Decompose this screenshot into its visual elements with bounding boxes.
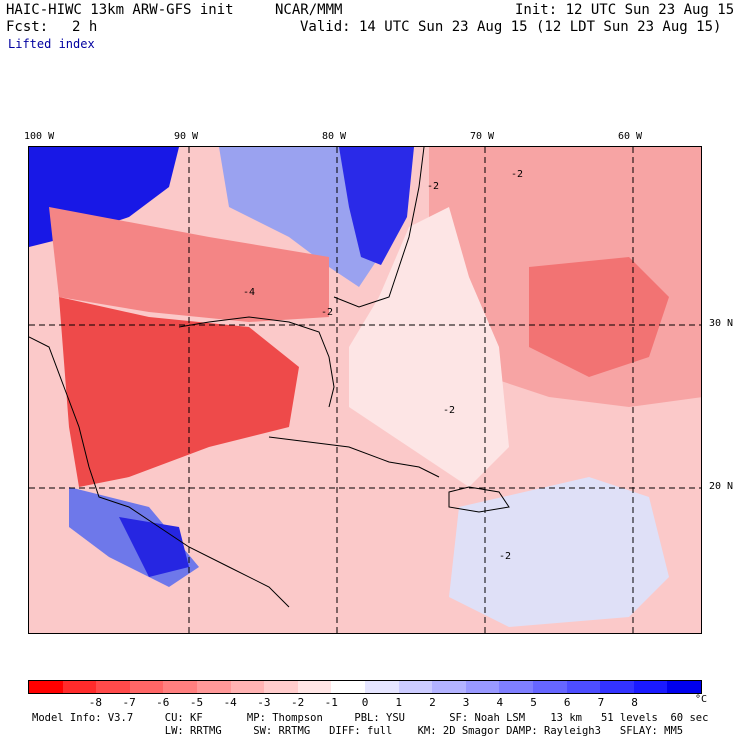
colorbar-swatch bbox=[667, 681, 701, 693]
southern-us-negative bbox=[49, 207, 329, 322]
contour-labels: -2 -4 -2 -2 -2 -2 bbox=[243, 169, 523, 562]
colorbar-swatch bbox=[331, 681, 365, 693]
colorbar-swatch bbox=[264, 681, 298, 693]
map-panel: -2 -4 -2 -2 -2 -2 bbox=[28, 146, 702, 634]
lat-label-30n: 30 N bbox=[709, 318, 734, 329]
colorbar-swatch bbox=[29, 681, 63, 693]
carolinas-positive-core bbox=[339, 147, 414, 265]
lon-label-100w: 100 W bbox=[24, 131, 55, 142]
colorbar-swatch bbox=[297, 681, 332, 693]
colorbar-swatch bbox=[96, 681, 130, 693]
colorbar-tick-label: -8 bbox=[88, 696, 103, 709]
colorbar-swatch bbox=[398, 681, 433, 693]
colorbar-swatch bbox=[163, 681, 197, 693]
colorbar-tick-label: 0 bbox=[361, 696, 369, 709]
colorbar-swatch bbox=[499, 681, 533, 693]
hispaniola-outline bbox=[448, 486, 510, 513]
graticule bbox=[29, 147, 701, 633]
lifted-index-map: -2 -4 -2 -2 -2 -2 bbox=[29, 147, 701, 633]
colorbar-swatch bbox=[465, 681, 500, 693]
colorbar bbox=[28, 680, 702, 694]
colorbar-tick-label: -2 bbox=[290, 696, 305, 709]
contour-label: -2 bbox=[321, 307, 333, 318]
colorbar-swatch bbox=[566, 681, 601, 693]
init-time: Init: 12 UTC Sun 23 Aug 15 bbox=[515, 2, 735, 18]
colorbar-tick-label: -6 bbox=[156, 696, 170, 709]
colorbar-tick-label: 1 bbox=[395, 696, 402, 709]
colorbar-tick-label: -5 bbox=[189, 696, 204, 709]
organization-label: NCAR/MMM bbox=[275, 2, 343, 18]
neutral-tongue bbox=[349, 207, 509, 487]
model-title: HAIC-HIWC 13km ARW-GFS init bbox=[6, 2, 234, 18]
contour-label: -2 bbox=[499, 551, 511, 562]
forecast-hour: 2 h bbox=[72, 19, 98, 35]
coastline bbox=[29, 147, 425, 608]
colorbar-unit: °C bbox=[695, 694, 708, 705]
colorbar-tick-label: 7 bbox=[597, 696, 605, 709]
colorbar-swatch bbox=[532, 681, 567, 693]
colorbar-swatch bbox=[230, 681, 265, 693]
caribbean-positive-region bbox=[449, 477, 669, 627]
colorbar-tick-label: 3 bbox=[462, 696, 470, 709]
lon-label-90w: 90 W bbox=[174, 131, 199, 142]
colorbar-tick-label: -3 bbox=[257, 696, 271, 709]
colorbar-tick-label: 2 bbox=[429, 696, 436, 709]
gulf-negative-core bbox=[59, 297, 299, 487]
lon-label-70w: 70 W bbox=[470, 131, 495, 142]
valid-time: Valid: 14 UTC Sun 23 Aug 15 (12 LDT Sun … bbox=[300, 19, 722, 35]
colorbar-swatch bbox=[633, 681, 668, 693]
colorbar-swatch bbox=[196, 681, 231, 693]
atlantic-core-negative bbox=[529, 257, 669, 377]
colorbar-swatch bbox=[129, 681, 164, 693]
colorbar-swatch bbox=[600, 681, 634, 693]
field-name: Lifted index bbox=[8, 37, 95, 51]
colorbar-tick-label: -7 bbox=[122, 696, 136, 709]
lon-label-60w: 60 W bbox=[618, 131, 643, 142]
contour-label: -2 bbox=[427, 181, 439, 192]
lat-label-20n: 20 N bbox=[709, 481, 734, 492]
model-info-line-2: LW: RRTMG SW: RRTMG DIFF: full KM: 2D Sm… bbox=[32, 725, 684, 737]
contour-label: -2 bbox=[443, 405, 455, 416]
colorbar-tick-label: -1 bbox=[324, 696, 338, 709]
model-info-line-1: Model Info: V3.7 CU: KF MP: Thompson PBL… bbox=[32, 712, 709, 724]
central-america-positive-core bbox=[119, 517, 189, 577]
colorbar-swatch bbox=[62, 681, 97, 693]
contour-label: -4 bbox=[243, 287, 255, 298]
forecast-label: Fcst: bbox=[6, 19, 49, 35]
lon-label-80w: 80 W bbox=[322, 131, 347, 142]
colorbar-swatch bbox=[364, 681, 399, 693]
colorbar-tick-label: 5 bbox=[530, 696, 537, 709]
colorbar-swatch bbox=[432, 681, 466, 693]
colorbar-tick-label: -4 bbox=[223, 696, 237, 709]
contour-label: -2 bbox=[511, 169, 523, 180]
colorbar-tick-label: 8 bbox=[631, 696, 638, 709]
colorbar-tick-label: 6 bbox=[563, 696, 571, 709]
cuba-outline bbox=[268, 436, 440, 478]
colorbar-tick-label: 4 bbox=[496, 696, 504, 709]
